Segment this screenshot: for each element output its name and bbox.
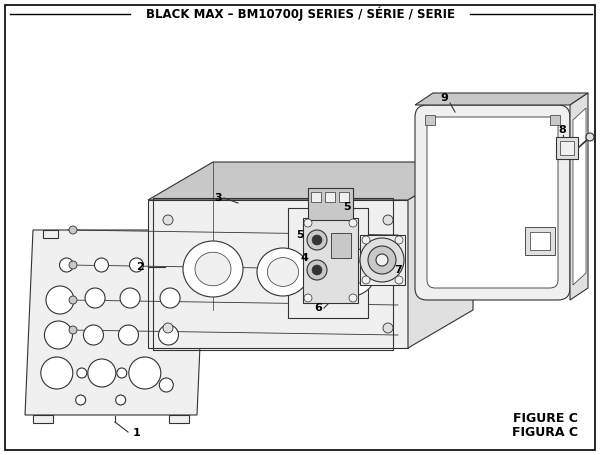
Ellipse shape (331, 257, 365, 287)
Circle shape (307, 230, 327, 250)
Bar (530, 232, 550, 250)
Circle shape (44, 321, 73, 349)
Circle shape (69, 296, 77, 304)
Ellipse shape (320, 247, 376, 297)
Circle shape (59, 258, 73, 272)
Circle shape (360, 238, 404, 282)
Circle shape (349, 294, 357, 302)
Polygon shape (570, 93, 588, 300)
Polygon shape (169, 415, 189, 423)
Circle shape (116, 395, 125, 405)
Circle shape (120, 288, 140, 308)
Text: 6: 6 (314, 303, 322, 313)
Polygon shape (148, 200, 408, 348)
Circle shape (376, 254, 388, 266)
Bar (425, 115, 435, 125)
Ellipse shape (195, 252, 231, 286)
Circle shape (395, 236, 403, 244)
Ellipse shape (268, 258, 299, 286)
Bar (556, 137, 578, 159)
Text: 7: 7 (394, 265, 402, 275)
Ellipse shape (257, 248, 309, 296)
Text: 5: 5 (343, 202, 351, 212)
Bar (525, 227, 555, 255)
Text: 1: 1 (133, 428, 141, 438)
Circle shape (304, 219, 312, 227)
Circle shape (163, 215, 173, 225)
Circle shape (395, 276, 403, 284)
Text: 3: 3 (214, 193, 222, 203)
Polygon shape (25, 230, 205, 415)
Polygon shape (205, 270, 213, 295)
Circle shape (69, 226, 77, 234)
Circle shape (383, 215, 393, 225)
Circle shape (85, 288, 105, 308)
Circle shape (368, 246, 396, 274)
Circle shape (117, 368, 127, 378)
Polygon shape (180, 230, 195, 238)
Polygon shape (148, 162, 473, 200)
Bar (311, 192, 321, 202)
Circle shape (77, 368, 87, 378)
Text: 2: 2 (136, 262, 144, 272)
Circle shape (160, 288, 180, 308)
Circle shape (312, 265, 322, 275)
Bar (360, 235, 405, 285)
Circle shape (41, 357, 73, 389)
Text: FIGURA C: FIGURA C (512, 425, 578, 439)
Bar (560, 141, 574, 155)
Polygon shape (288, 208, 368, 318)
Circle shape (88, 359, 116, 387)
Text: FIGURE C: FIGURE C (513, 411, 578, 425)
Text: 5: 5 (296, 230, 304, 240)
Circle shape (362, 236, 370, 244)
Bar (325, 192, 335, 202)
Circle shape (118, 325, 139, 345)
Polygon shape (33, 415, 53, 423)
Bar (339, 192, 349, 202)
Bar (550, 115, 560, 125)
Ellipse shape (183, 241, 243, 297)
Circle shape (362, 276, 370, 284)
Bar (303, 218, 358, 303)
Circle shape (158, 325, 178, 345)
Circle shape (304, 294, 312, 302)
Text: 9: 9 (440, 93, 448, 103)
FancyBboxPatch shape (427, 117, 558, 288)
Circle shape (163, 323, 173, 333)
Circle shape (383, 323, 393, 333)
Circle shape (129, 357, 161, 389)
Bar (308, 188, 353, 220)
Circle shape (586, 133, 594, 141)
Circle shape (94, 258, 109, 272)
Bar (331, 233, 351, 258)
Polygon shape (43, 230, 58, 238)
Polygon shape (573, 108, 586, 285)
Circle shape (46, 286, 74, 314)
Text: 8: 8 (558, 125, 566, 135)
Circle shape (312, 235, 322, 245)
FancyBboxPatch shape (415, 105, 570, 300)
Circle shape (130, 258, 143, 272)
Circle shape (83, 325, 103, 345)
Polygon shape (415, 93, 588, 105)
Circle shape (307, 260, 327, 280)
Circle shape (69, 326, 77, 334)
Circle shape (69, 261, 77, 269)
Polygon shape (408, 162, 473, 348)
Text: 4: 4 (300, 253, 308, 263)
Text: BLACK MAX – BM10700J SERIES / SÉRIE / SERIE: BLACK MAX – BM10700J SERIES / SÉRIE / SE… (146, 7, 455, 21)
Circle shape (159, 378, 173, 392)
Circle shape (76, 395, 86, 405)
Circle shape (349, 219, 357, 227)
